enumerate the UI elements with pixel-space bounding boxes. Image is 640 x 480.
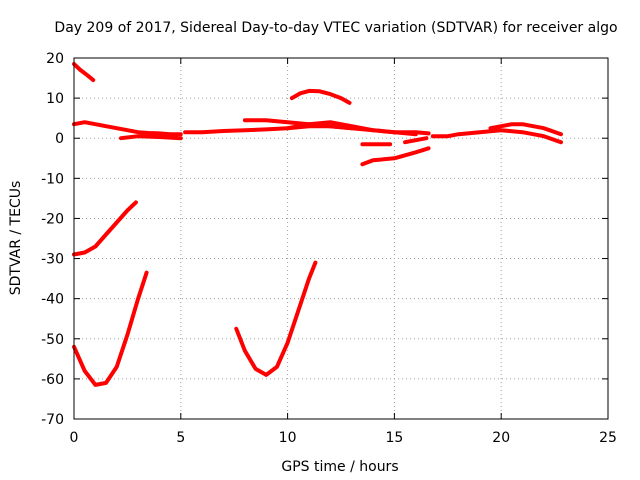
- y-tick-label: -50: [41, 332, 64, 348]
- x-tick-label: 25: [599, 430, 617, 446]
- y-tick-label: -30: [41, 252, 64, 268]
- series-track-1: [72, 62, 96, 83]
- plot-frame: [73, 57, 609, 420]
- grid: [74, 58, 608, 419]
- chart-title: Day 209 of 2017, Sidereal Day-to-day VTE…: [54, 20, 617, 36]
- series-track-12: [488, 122, 563, 137]
- ticks: 0 5 10 15 20 25 -70 -60 -50 -40 -30 -20 -10 0 10 20: [41, 51, 617, 446]
- series-track-3: [72, 120, 183, 137]
- y-axis-title: SDTVAR / TECUs: [8, 181, 24, 296]
- series-track-11: [430, 128, 563, 145]
- series-track-13: [72, 200, 138, 257]
- x-tick-label: 15: [385, 430, 403, 446]
- series-track-7: [285, 120, 418, 137]
- y-tick-label: -60: [41, 372, 64, 388]
- y-tick-label: 10: [46, 91, 64, 107]
- x-axis-title: GPS time / hours: [281, 459, 398, 475]
- x-tick-label: 0: [70, 430, 79, 446]
- x-tick-label: 5: [176, 430, 185, 446]
- y-tick-label: 20: [46, 51, 64, 67]
- series-track-14: [72, 270, 149, 387]
- y-tick-label: 0: [55, 131, 64, 147]
- y-tick-label: -20: [41, 211, 64, 227]
- series-track-9: [360, 146, 431, 167]
- series-track-4: [119, 134, 183, 141]
- y-tick-label: -40: [41, 292, 64, 308]
- x-tick-label: 20: [492, 430, 510, 446]
- x-tick-label: 10: [279, 430, 297, 446]
- y-tick-label: -70: [41, 412, 64, 428]
- series-group: [72, 62, 563, 387]
- y-tick-label: -10: [41, 171, 64, 187]
- series-track-10: [403, 136, 429, 145]
- series-track-2: [289, 88, 352, 105]
- series-track-15: [234, 260, 318, 377]
